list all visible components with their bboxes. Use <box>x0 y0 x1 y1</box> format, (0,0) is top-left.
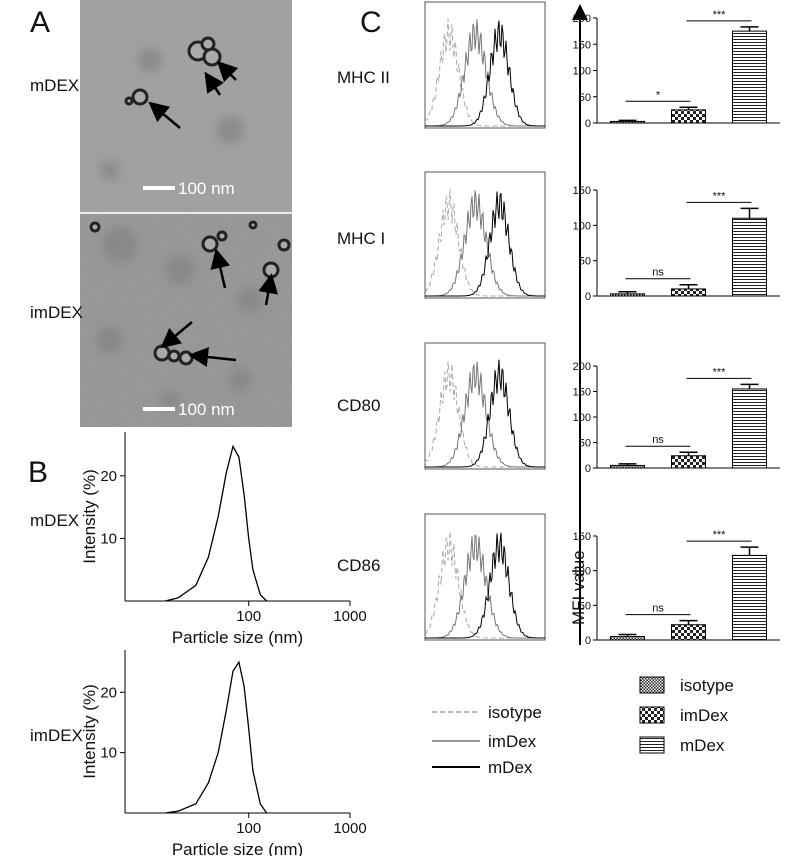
scale-bar-label: 100 nm <box>178 400 235 419</box>
bar <box>671 624 706 641</box>
y-tick-label: 0 <box>585 118 591 130</box>
y-tick-label: 10 <box>100 530 117 547</box>
error-bar <box>679 619 698 625</box>
histogram-curve <box>425 19 545 127</box>
significance-label: *** <box>713 366 727 378</box>
error-bar <box>679 451 698 456</box>
histogram-curve <box>425 20 545 127</box>
significance-label: *** <box>713 9 727 21</box>
significance-label: ns <box>652 267 664 279</box>
marker-label: MHC II <box>337 68 390 87</box>
legend-swatch <box>639 706 665 724</box>
bar <box>671 455 706 469</box>
histogram-curve <box>425 361 545 468</box>
legend-label: isotype <box>488 703 542 722</box>
error-bar <box>618 633 637 637</box>
x-axis-label: Particle size (nm) <box>172 840 303 856</box>
significance-label: *** <box>713 529 727 541</box>
y-axis-label: Intensity (%) <box>80 469 99 563</box>
significance-label: ns <box>652 434 664 446</box>
panel-label: B <box>28 456 48 489</box>
legend-label: imDex <box>680 706 729 725</box>
x-tick-label: 100 <box>236 820 261 837</box>
y-tick-label: 50 <box>579 92 591 104</box>
error-bar <box>740 383 759 389</box>
y-tick-label: 200 <box>573 13 591 25</box>
line-series <box>165 444 268 602</box>
bar <box>610 464 645 469</box>
tem-images: 100 nm 100 nm <box>80 0 292 427</box>
histogram-curve <box>425 190 545 297</box>
y-tick-label: 150 <box>573 39 591 51</box>
panel-label: A <box>30 6 50 39</box>
bar <box>610 636 645 641</box>
x-tick-label: 1000 <box>333 608 366 625</box>
histogram-frame <box>424 513 546 641</box>
y-tick-label: 50 <box>579 600 591 612</box>
bar <box>732 388 767 469</box>
error-bar <box>618 291 637 294</box>
y-tick-label: 0 <box>585 291 591 303</box>
legend-swatch <box>639 676 665 694</box>
y-tick-label: 100 <box>573 66 591 78</box>
marker-label: CD86 <box>337 556 380 575</box>
bar <box>732 217 767 297</box>
histogram-frame <box>424 171 546 299</box>
row-label: mDEX <box>30 511 79 530</box>
bar <box>610 293 645 297</box>
y-tick-label: 100 <box>573 220 591 232</box>
y-tick-label: 100 <box>573 566 591 578</box>
error-bar <box>618 463 637 466</box>
error-bar <box>740 207 759 219</box>
error-bar <box>679 283 698 289</box>
y-tick-label: 10 <box>100 745 117 762</box>
panel-label: C <box>360 6 382 39</box>
y-tick-label: 20 <box>100 684 117 701</box>
histogram-curve <box>425 532 545 639</box>
histogram-curve <box>425 534 545 639</box>
y-tick-label: 150 <box>573 185 591 197</box>
marker-label: MHC I <box>337 229 385 248</box>
significance-label: ns <box>652 603 664 615</box>
x-axis-label: Particle size (nm) <box>172 628 303 647</box>
legend-label: imDex <box>488 732 537 751</box>
legend-label: isotype <box>680 676 734 695</box>
row-label: imDEX <box>30 726 83 745</box>
mfi-axis-label: MFI value <box>569 550 588 625</box>
y-tick-label: 20 <box>100 468 117 485</box>
error-bar <box>618 119 637 122</box>
bar <box>732 554 767 641</box>
significance-label: * <box>656 89 661 101</box>
significance-label: *** <box>713 190 727 202</box>
bar <box>671 288 706 297</box>
error-bar <box>740 26 759 32</box>
y-axis-label: Intensity (%) <box>80 684 99 778</box>
scale-bar-label: 100 nm <box>178 179 235 198</box>
bar <box>671 109 706 124</box>
y-tick-label: 150 <box>573 531 591 543</box>
legend-label: mDex <box>680 736 725 755</box>
y-tick-label: 0 <box>585 463 591 475</box>
histogram-curve <box>425 359 545 468</box>
marker-label: CD80 <box>337 396 380 415</box>
y-tick-label: 50 <box>579 438 591 450</box>
error-bar <box>740 546 759 556</box>
histogram-curve <box>425 191 545 297</box>
legend-swatch <box>639 736 665 754</box>
bar <box>732 30 767 124</box>
row-label: mDEX <box>30 76 79 95</box>
x-tick-label: 1000 <box>333 820 366 837</box>
line-series <box>165 660 268 814</box>
y-tick-label: 100 <box>573 412 591 424</box>
y-tick-label: 0 <box>585 635 591 647</box>
y-tick-label: 200 <box>573 361 591 373</box>
legend-label: mDex <box>488 758 533 777</box>
row-label: imDEX <box>30 303 83 322</box>
error-bar <box>679 106 698 110</box>
y-tick-label: 50 <box>579 256 591 268</box>
bar <box>610 120 645 124</box>
y-tick-label: 150 <box>573 387 591 399</box>
x-tick-label: 100 <box>236 608 261 625</box>
